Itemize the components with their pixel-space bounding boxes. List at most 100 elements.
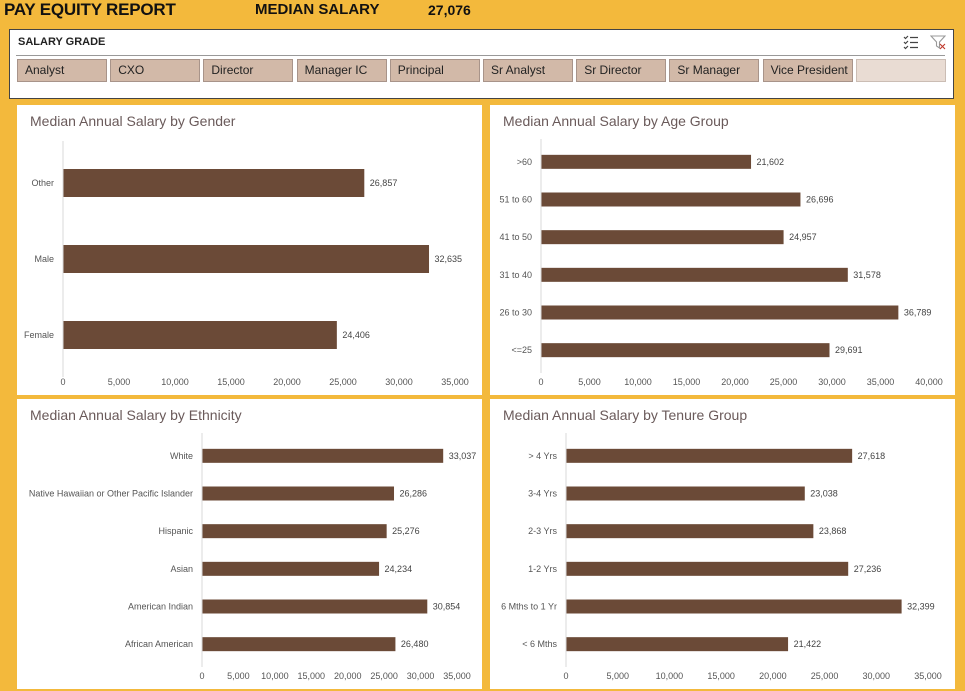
slicer-title: SALARY GRADE xyxy=(18,36,106,48)
tenure-group-chart-panel: Median Annual Salary by Tenure Group > 4… xyxy=(490,399,955,689)
x-tick-label: 40,000 xyxy=(915,377,943,387)
data-label: 24,406 xyxy=(342,330,370,340)
x-tick-label: 35,000 xyxy=(914,671,942,681)
x-tick-label: 10,000 xyxy=(656,671,684,681)
slicer-divider xyxy=(16,55,945,56)
bar[interactable] xyxy=(541,230,784,245)
x-tick-label: 25,000 xyxy=(370,671,398,681)
x-tick-label: 15,000 xyxy=(298,671,326,681)
data-label: 24,234 xyxy=(385,564,413,574)
category-label: White xyxy=(170,451,193,461)
data-label: 26,480 xyxy=(401,639,429,649)
data-label: 27,236 xyxy=(854,564,882,574)
multi-select-icon[interactable] xyxy=(903,34,919,50)
bar[interactable] xyxy=(541,154,752,169)
x-tick-label: 10,000 xyxy=(624,377,652,387)
median-salary-value: 27,076 xyxy=(428,2,471,18)
data-label: 21,602 xyxy=(757,157,785,167)
x-tick-label: 0 xyxy=(60,377,65,387)
bar[interactable] xyxy=(541,267,848,282)
x-tick-label: 0 xyxy=(538,377,543,387)
data-label: 32,399 xyxy=(907,602,935,612)
chart-title: Median Annual Salary by Tenure Group xyxy=(503,407,748,423)
x-tick-label: 0 xyxy=(199,671,204,681)
x-tick-label: 25,000 xyxy=(770,377,798,387)
bar[interactable] xyxy=(566,486,805,501)
category-label: 6 Mths to 1 Yr xyxy=(501,602,557,612)
bar[interactable] xyxy=(202,637,396,652)
x-tick-label: 15,000 xyxy=(217,377,245,387)
x-tick-label: 15,000 xyxy=(673,377,701,387)
data-label: 29,691 xyxy=(835,345,863,355)
category-label: < 6 Mths xyxy=(522,639,557,649)
data-label: 26,696 xyxy=(806,195,834,205)
clear-filter-icon[interactable] xyxy=(930,34,946,50)
ethnicity-chart-panel: Median Annual Salary by Ethnicity White 3… xyxy=(17,399,482,689)
bar[interactable] xyxy=(541,305,899,320)
x-tick-label: 30,000 xyxy=(385,377,413,387)
category-label: 2-3 Yrs xyxy=(528,526,557,536)
x-tick-label: 25,000 xyxy=(329,377,357,387)
x-tick-label: 0 xyxy=(563,671,568,681)
x-tick-label: 10,000 xyxy=(261,671,289,681)
slicer-button-sr-manager[interactable]: Sr Manager xyxy=(669,59,760,82)
bar[interactable] xyxy=(541,343,830,358)
x-tick-label: 10,000 xyxy=(161,377,189,387)
x-tick-label: 5,000 xyxy=(108,377,131,387)
category-label: 26 to 30 xyxy=(499,308,532,318)
category-label: Male xyxy=(34,254,54,264)
category-label: 41 to 50 xyxy=(499,232,532,242)
slicer-button-empty[interactable] xyxy=(855,59,946,82)
category-label: 51 to 60 xyxy=(499,195,532,205)
x-tick-label: 5,000 xyxy=(578,377,601,387)
category-label: American Indian xyxy=(128,602,193,612)
gender-chart: Other 26,857 Male 32,635 Female 24,406 0 5,000 1… xyxy=(24,141,469,387)
bar[interactable] xyxy=(566,637,789,652)
bar[interactable] xyxy=(202,486,395,501)
bar[interactable] xyxy=(566,524,814,539)
bar[interactable] xyxy=(541,192,801,207)
x-tick-label: 30,000 xyxy=(818,377,846,387)
bar[interactable] xyxy=(202,561,380,576)
data-label: 24,957 xyxy=(789,232,817,242)
category-label: Female xyxy=(24,330,54,340)
bar[interactable] xyxy=(202,448,444,463)
x-tick-label: 35,000 xyxy=(867,377,895,387)
slicer-button-cxo[interactable]: CXO xyxy=(110,59,201,82)
bar[interactable] xyxy=(566,599,902,614)
slicer-button-sr-director[interactable]: Sr Director xyxy=(576,59,667,82)
salary-grade-slicer: SALARY GRADE Analyst CXO Director Manager I… xyxy=(9,29,954,99)
bar[interactable] xyxy=(63,169,365,197)
slicer-button-manager-ic[interactable]: Manager IC xyxy=(296,59,387,82)
slicer-button-vice-president[interactable]: Vice President xyxy=(762,59,853,82)
report-title: PAY EQUITY REPORT xyxy=(4,0,176,19)
slicer-button-director[interactable]: Director xyxy=(203,59,294,82)
chart-title: Median Annual Salary by Gender xyxy=(30,113,236,129)
x-tick-label: 20,000 xyxy=(759,671,787,681)
bar[interactable] xyxy=(202,524,387,539)
x-tick-label: 30,000 xyxy=(407,671,435,681)
slicer-button-analyst[interactable]: Analyst xyxy=(17,59,107,82)
x-tick-label: 5,000 xyxy=(606,671,629,681)
bar[interactable] xyxy=(63,321,337,349)
slicer-button-principal[interactable]: Principal xyxy=(389,59,480,82)
slicer-button-sr-analyst[interactable]: Sr Analyst xyxy=(483,59,573,82)
data-label: 26,286 xyxy=(400,489,428,499)
bar[interactable] xyxy=(566,448,853,463)
x-tick-label: 5,000 xyxy=(227,671,250,681)
category-label: 31 to 40 xyxy=(499,270,532,280)
chart-title: Median Annual Salary by Age Group xyxy=(503,113,729,129)
category-label: 1-2 Yrs xyxy=(528,564,557,574)
category-label: 3-4 Yrs xyxy=(528,489,557,499)
category-label: Native Hawaiian or Other Pacific Islande… xyxy=(29,489,193,499)
category-label: African American xyxy=(125,639,193,649)
data-label: 33,037 xyxy=(449,451,477,461)
ethnicity-chart: White 33,037 Native Hawaiian or Other Paci… xyxy=(29,433,477,681)
tenure-group-chart: > 4 Yrs 27,618 3-4 Yrs 23,038 2-3 Yrs 23,868 1… xyxy=(501,433,942,681)
x-tick-label: 20,000 xyxy=(273,377,301,387)
age-group-chart: >60 21,602 51 to 60 26,696 41 to 50 24,957 31 … xyxy=(499,139,943,387)
bar[interactable] xyxy=(63,245,430,273)
bar[interactable] xyxy=(202,599,428,614)
gender-chart-panel: Median Annual Salary by Gender Other 26,8… xyxy=(17,105,482,395)
bar[interactable] xyxy=(566,561,849,576)
